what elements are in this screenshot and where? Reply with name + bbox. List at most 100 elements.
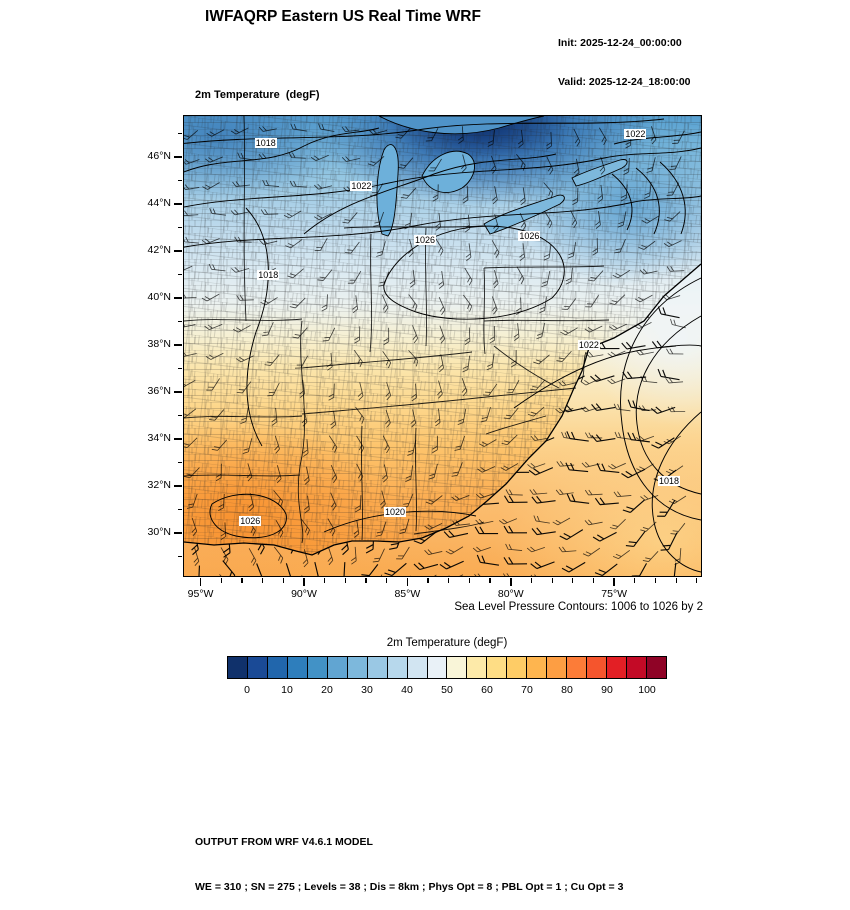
lon-minor-tick: [675, 578, 677, 583]
lat-minor-tick: [178, 227, 182, 229]
lat-major-tick: [174, 156, 182, 159]
lat-tick-label: 44°N: [147, 197, 171, 210]
colorbar-cell: [267, 657, 288, 678]
temperature-colorbar: [227, 656, 667, 679]
lon-minor-tick: [365, 578, 367, 583]
lon-minor-tick: [324, 578, 326, 583]
lat-minor-tick: [178, 273, 182, 276]
lon-major-tick: [613, 578, 615, 586]
colorbar-tick-label: 60: [481, 684, 493, 696]
lat-major-tick: [174, 391, 182, 393]
colorbar-cell: [427, 657, 448, 678]
lon-minor-tick: [468, 578, 470, 583]
lat-minor-tick: [178, 367, 182, 370]
contour-interval-note: Sea Level Pressure Contours: 1006 to 102…: [454, 601, 703, 613]
lon-tick-label: 75°W: [601, 588, 628, 600]
lon-minor-tick: [427, 578, 429, 583]
lon-major-tick: [509, 578, 512, 586]
colorbar-tick-label: 40: [401, 684, 413, 696]
colorbar-cell: [547, 657, 568, 678]
colorbar-tick-label: 0: [244, 684, 250, 696]
lon-minor-tick: [386, 578, 388, 583]
lon-minor-tick: [634, 578, 636, 583]
wrf-map-canvas: [184, 116, 701, 576]
lat-minor-tick: [178, 320, 182, 323]
colorbar-cell: [607, 657, 628, 678]
valid-time-label: Valid: 2025-12-24_18:00:00: [558, 76, 691, 88]
field-temperature-label: 2m Temperature (degF): [195, 89, 320, 101]
county-boundaries-texture-2: [184, 116, 701, 555]
colorbar-cell: [407, 657, 428, 678]
lat-minor-tick: [178, 461, 182, 463]
state-boundaries: [184, 116, 610, 544]
model-config-footer: OUTPUT FROM WRF V4.6.1 MODEL WE = 310 ; …: [195, 805, 623, 910]
lon-minor-tick: [262, 578, 264, 583]
colorbar-cell: [567, 657, 588, 678]
colorbar-tick-label: 50: [441, 684, 453, 696]
lon-major-tick: [303, 578, 305, 586]
colorbar-title: 2m Temperature (degF): [386, 637, 508, 649]
colorbar-cell: [507, 657, 528, 678]
lat-tick-label: 32°N: [147, 478, 171, 491]
lake-huron: [421, 150, 475, 193]
lon-minor-tick: [530, 578, 533, 583]
lat-tick-label: 46°N: [147, 150, 171, 163]
lon-minor-tick: [654, 578, 657, 583]
lat-minor-tick: [178, 508, 182, 510]
colorbar-cell: [307, 657, 328, 678]
lat-tick-label: 40°N: [147, 291, 171, 304]
lon-minor-tick: [220, 578, 222, 583]
lon-tick-label: 95°W: [187, 588, 214, 600]
colorbar-cell: [527, 657, 548, 678]
colorbar-cell: [647, 657, 666, 678]
lake-ontario: [571, 159, 628, 187]
lon-minor-tick: [696, 578, 698, 583]
lon-minor-tick: [344, 578, 346, 583]
lat-major-tick: [174, 485, 182, 487]
lon-minor-tick: [592, 578, 595, 583]
weather-map: [183, 115, 702, 577]
lat-major-tick: [174, 250, 182, 252]
lon-minor-tick: [572, 578, 574, 583]
lon-minor-tick: [448, 578, 450, 583]
model-version-label: OUTPUT FROM WRF V4.6.1 MODEL: [195, 836, 373, 848]
lat-minor-tick: [178, 414, 182, 416]
lat-major-tick: [174, 297, 182, 299]
lon-minor-tick: [241, 578, 243, 583]
colorbar-tick-label: 80: [561, 684, 573, 696]
colorbar-cell: [247, 657, 268, 678]
lat-minor-tick: [178, 555, 182, 557]
lat-minor-tick: [178, 180, 182, 182]
lon-tick-label: 90°W: [291, 588, 317, 600]
colorbar-cell: [587, 657, 608, 678]
lat-tick-label: 36°N: [147, 384, 171, 397]
colorbar-cell: [387, 657, 408, 678]
lon-minor-tick: [551, 578, 553, 583]
lat-tick-label: 34°N: [147, 431, 171, 444]
colorbar-tick-label: 20: [321, 684, 333, 696]
colorbar-cell: [327, 657, 348, 678]
lat-major-tick: [174, 203, 182, 205]
lat-tick-label: 42°N: [147, 244, 171, 257]
colorbar-tick-label: 10: [281, 684, 293, 696]
colorbar-tick-label: 70: [521, 684, 533, 696]
pressure-contours: [184, 118, 701, 573]
lon-tick-label: 80°W: [497, 588, 524, 600]
wind-barbs: [184, 123, 687, 576]
lon-minor-tick: [489, 578, 491, 583]
colorbar-cell: [228, 657, 248, 678]
model-settings-label: WE = 310 ; SN = 275 ; Levels = 38 ; Dis …: [195, 881, 624, 893]
colorbar-cell: [367, 657, 388, 678]
lon-tick-label: 85°W: [394, 588, 421, 600]
colorbar-cell: [627, 657, 648, 678]
ocean-overlay: [184, 264, 701, 576]
colorbar-tick-label: 100: [638, 684, 656, 696]
lat-tick-label: 30°N: [147, 525, 171, 538]
colorbar-cell: [347, 657, 368, 678]
colorbar-tick-label: 90: [601, 684, 613, 696]
lon-major-tick: [199, 578, 202, 586]
lat-major-tick: [174, 438, 182, 440]
colorbar-tick-label: 30: [361, 684, 373, 696]
lat-major-tick: [174, 344, 182, 346]
lon-major-tick: [406, 578, 409, 586]
